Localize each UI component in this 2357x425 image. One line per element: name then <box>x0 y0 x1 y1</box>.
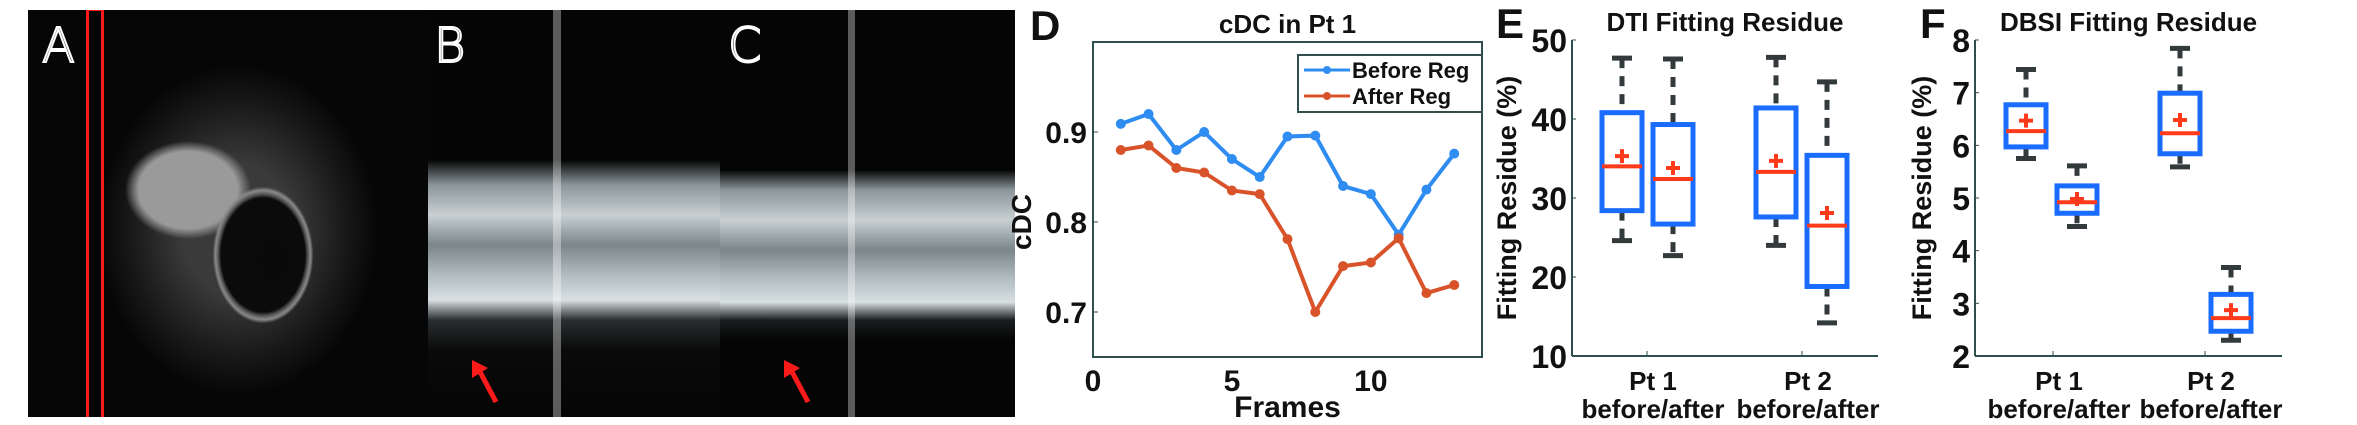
selected-column-highlight <box>86 10 104 417</box>
red-arrow-icon <box>784 360 811 404</box>
panel-label-c: C <box>727 17 762 75</box>
mean-marker <box>2173 113 2187 128</box>
data-point <box>1282 131 1293 142</box>
data-point <box>1421 184 1432 195</box>
y-tick-label: 10 <box>1531 339 1567 375</box>
box-iqr <box>2003 102 2049 150</box>
data-point <box>1226 154 1237 164</box>
x-tick-sublabel: before/after <box>1736 394 1879 424</box>
data-point <box>1282 234 1293 245</box>
y-tick-label: 0.8 <box>1045 207 1087 240</box>
chart-title: DBSI Fitting Residue <box>2000 7 2257 37</box>
data-point <box>1449 280 1460 290</box>
data-point <box>1254 172 1265 182</box>
data-point <box>1143 140 1154 151</box>
x-tick-label: 5 <box>1224 365 1241 398</box>
data-point <box>1421 288 1432 299</box>
red-arrow-icon <box>472 360 499 404</box>
boxplot-dti-residue: DTI Fitting Residue 10 20 30 40 50 Fitting Res… <box>1492 7 1880 424</box>
mean-marker <box>2224 303 2238 318</box>
y-tick-label: 0.9 <box>1045 117 1087 150</box>
data-point <box>1310 307 1321 317</box>
x-tick-sublabel: before/after <box>1987 394 2130 424</box>
y-tick-label: 50 <box>1531 23 1567 59</box>
panel-label-d: D <box>1030 2 1060 49</box>
x-tick-label: Pt 1 <box>1629 366 1677 396</box>
data-point <box>1115 145 1126 155</box>
x-tick-label: 0 <box>1085 365 1102 398</box>
mean-marker <box>1769 153 1783 168</box>
mri-temporal-stack-after: C <box>720 10 1015 417</box>
data-point <box>1338 261 1349 272</box>
data-point <box>1449 148 1460 159</box>
boxplot-dbsi-residue: DBSI Fitting Residue 2 3 4 5 6 7 8 Fitting Resid… <box>1907 7 2283 424</box>
mean-marker <box>1615 149 1629 164</box>
data-point <box>1199 167 1210 178</box>
data-point <box>1171 145 1182 155</box>
panel-label-e: E <box>1496 0 1524 47</box>
y-axis-label: Fitting Residue (%) <box>1492 76 1522 321</box>
x-tick-label: 10 <box>1354 365 1387 398</box>
legend-marker <box>1323 92 1331 100</box>
data-point <box>1115 118 1126 129</box>
y-tick-label: 6 <box>1952 128 1970 164</box>
x-tick-label: Pt 1 <box>2035 366 2083 396</box>
line-chart-cdc: cDC in Pt 1 0 5 10 0.7 0.8 0.9 Frames cDC Before … <box>1006 9 1483 424</box>
data-point <box>1310 130 1321 141</box>
y-tick-label: 5 <box>1952 181 1970 217</box>
data-point <box>1393 233 1404 244</box>
legend-box <box>1297 54 1483 113</box>
y-tick-label: 8 <box>1952 23 1970 59</box>
data-point <box>1365 257 1376 268</box>
x-tick-sublabel: before/after <box>2139 394 2282 424</box>
data-point <box>1226 185 1237 196</box>
data-point <box>1338 181 1349 191</box>
mean-marker <box>2019 113 2033 128</box>
chart-title: DTI Fitting Residue <box>1607 7 1844 37</box>
chart-title: cDC in Pt 1 <box>1219 9 1356 39</box>
y-tick-label: 40 <box>1531 102 1567 138</box>
legend-marker <box>1323 66 1331 74</box>
panel-label-f: F <box>1920 0 1946 47</box>
y-tick-label: 2 <box>1952 339 1970 375</box>
panel-label-a: A <box>41 17 76 75</box>
mri-axial-image: A <box>28 10 428 417</box>
box-iqr <box>1753 105 1799 220</box>
y-tick-label: 7 <box>1952 76 1970 112</box>
y-axis-label: Fitting Residue (%) <box>1907 76 1937 321</box>
mean-marker <box>1820 206 1834 221</box>
y-axis-label: cDC <box>1006 194 1037 250</box>
box-iqr <box>1804 152 1850 289</box>
mri-temporal-stack-before: B <box>428 10 720 417</box>
mean-marker <box>2070 192 2084 207</box>
y-tick-label: 0.7 <box>1045 297 1087 330</box>
legend-label: Before Reg <box>1352 58 1469 83</box>
data-point <box>1143 109 1154 119</box>
data-point <box>1254 189 1265 200</box>
mean-marker <box>1666 160 1680 175</box>
data-point <box>1365 189 1376 200</box>
data-point <box>1199 127 1210 137</box>
y-tick-label: 30 <box>1531 181 1567 217</box>
x-tick-sublabel: before/after <box>1581 394 1724 424</box>
data-point <box>1171 163 1182 173</box>
panel-label-b: B <box>433 17 466 75</box>
y-tick-label: 3 <box>1952 286 1970 322</box>
y-tick-label: 20 <box>1531 260 1567 296</box>
y-tick-label: 4 <box>1952 234 1970 270</box>
x-axis-label: Frames <box>1234 391 1341 424</box>
x-tick-label: Pt 2 <box>1784 366 1832 396</box>
legend-label: After Reg <box>1352 84 1451 109</box>
x-tick-label: Pt 2 <box>2187 366 2235 396</box>
